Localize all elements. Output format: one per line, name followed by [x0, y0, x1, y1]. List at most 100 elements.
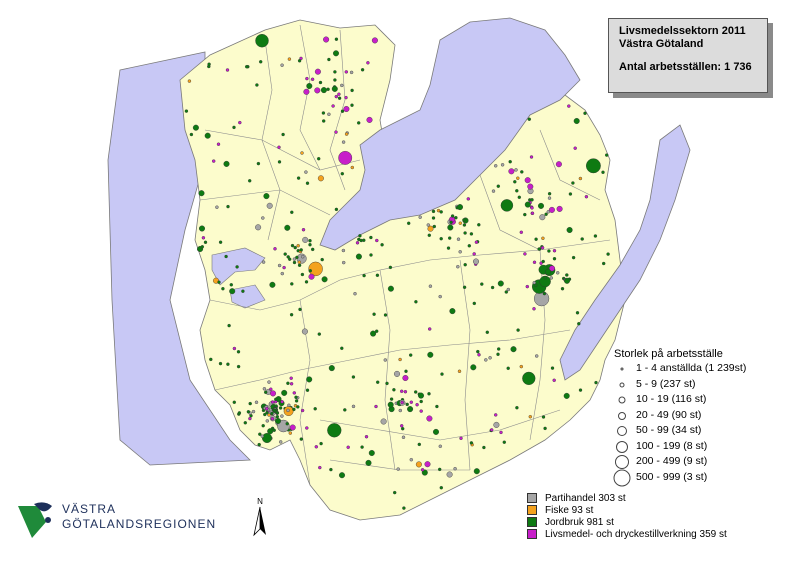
workplace-dot	[297, 59, 302, 63]
workplace-dot	[304, 280, 309, 284]
category-legend-row: Partihandel 303 st	[527, 492, 727, 504]
size-symbol-icon	[616, 440, 628, 453]
workplace-dot	[346, 445, 350, 449]
workplace-dot	[281, 132, 285, 137]
workplace-dot	[449, 220, 453, 225]
workplace-dot	[349, 70, 354, 75]
workplace-dot	[544, 212, 548, 217]
category-swatch	[527, 493, 537, 503]
workplace-dot	[393, 490, 397, 495]
workplace-dot	[594, 380, 598, 385]
workplace-dot	[272, 408, 277, 412]
workplace-dot	[277, 160, 282, 164]
workplace-dot	[383, 358, 387, 362]
size-symbol-icon	[617, 426, 627, 436]
workplace-dot	[540, 246, 545, 250]
workplace-dot	[223, 160, 230, 167]
workplace-dot	[255, 83, 259, 87]
workplace-dot	[438, 467, 442, 472]
workplace-dot	[305, 76, 309, 81]
workplace-dot	[277, 145, 281, 150]
size-legend-label: 100 - 199 (8 st)	[636, 439, 708, 452]
workplace-dot	[533, 291, 550, 307]
workplace-dot	[490, 428, 494, 432]
workplace-dot	[280, 400, 284, 404]
workplace-dot	[262, 387, 267, 391]
workplace-dot	[299, 437, 303, 441]
workplace-dot	[473, 468, 480, 475]
workplace-dot	[519, 230, 523, 235]
workplace-dot	[263, 412, 267, 417]
workplace-dot	[485, 330, 489, 334]
workplace-dot	[458, 250, 462, 254]
workplace-dot	[232, 346, 237, 351]
workplace-dot	[473, 258, 480, 265]
workplace-dot	[226, 204, 230, 209]
workplace-dot	[500, 199, 514, 212]
workplace-dot	[285, 422, 289, 426]
workplace-dot	[506, 287, 510, 292]
category-legend-row: Fiske 93 st	[527, 504, 727, 516]
workplace-dot	[431, 216, 436, 220]
category-label: Partihandel 303 st	[545, 492, 626, 504]
size-legend-row: 500 - 999 (3 st)	[613, 469, 784, 486]
workplace-dot	[365, 459, 372, 466]
workplace-dot	[392, 388, 396, 392]
workplace-count: Antal arbetsställen: 1 736	[619, 61, 752, 73]
size-legend-label: 200 - 499 (9 st)	[636, 455, 708, 467]
workplace-dot	[292, 257, 297, 261]
workplace-dot	[522, 371, 536, 386]
workplace-dot	[288, 257, 292, 261]
workplace-dot	[446, 471, 453, 478]
workplace-dot	[331, 104, 335, 108]
workplace-dot	[337, 96, 342, 100]
workplace-dot	[571, 255, 576, 260]
workplace-dot	[494, 413, 498, 417]
workplace-dot	[387, 285, 394, 292]
workplace-dot	[396, 467, 400, 471]
workplace-dot	[426, 223, 430, 227]
workplace-dot	[238, 120, 242, 125]
workplace-dot	[508, 159, 512, 164]
workplace-dot	[270, 390, 277, 397]
workplace-dot	[344, 70, 348, 74]
workplace-dot	[241, 289, 245, 293]
workplace-dot	[530, 211, 535, 216]
workplace-dot	[261, 424, 265, 428]
workplace-dot	[575, 311, 580, 315]
workplace-dot	[207, 62, 211, 66]
workplace-dot	[280, 271, 284, 276]
workplace-dot	[334, 130, 338, 134]
workplace-dot	[439, 236, 443, 241]
workplace-dot	[543, 276, 547, 280]
workplace-dot	[532, 281, 536, 285]
workplace-dot	[247, 179, 252, 183]
workplace-dot	[476, 349, 480, 354]
workplace-dot	[525, 284, 529, 289]
workplace-dot	[593, 234, 598, 238]
workplace-dot	[269, 387, 273, 391]
workplace-dot	[257, 442, 261, 447]
size-legend-label: 10 - 19 (116 st)	[636, 393, 707, 405]
workplace-dot	[398, 408, 402, 413]
workplace-dot	[297, 260, 301, 264]
workplace-dot	[506, 366, 510, 370]
workplace-dot	[532, 260, 537, 264]
workplace-dot	[480, 282, 484, 286]
workplace-dot	[227, 323, 231, 328]
workplace-dot	[298, 307, 302, 312]
workplace-dot	[567, 104, 571, 108]
workplace-dot	[541, 236, 545, 241]
workplace-dot	[254, 400, 259, 404]
workplace-dot	[320, 87, 327, 94]
workplace-dot	[447, 224, 454, 231]
workplace-dot	[308, 242, 312, 247]
workplace-dot	[375, 238, 379, 243]
workplace-dot	[539, 214, 546, 221]
workplace-dot	[310, 77, 315, 82]
workplace-dot	[262, 433, 273, 444]
workplace-dot	[265, 411, 269, 415]
workplace-dot	[264, 390, 268, 394]
workplace-dot	[359, 238, 363, 243]
workplace-dot	[370, 330, 377, 337]
